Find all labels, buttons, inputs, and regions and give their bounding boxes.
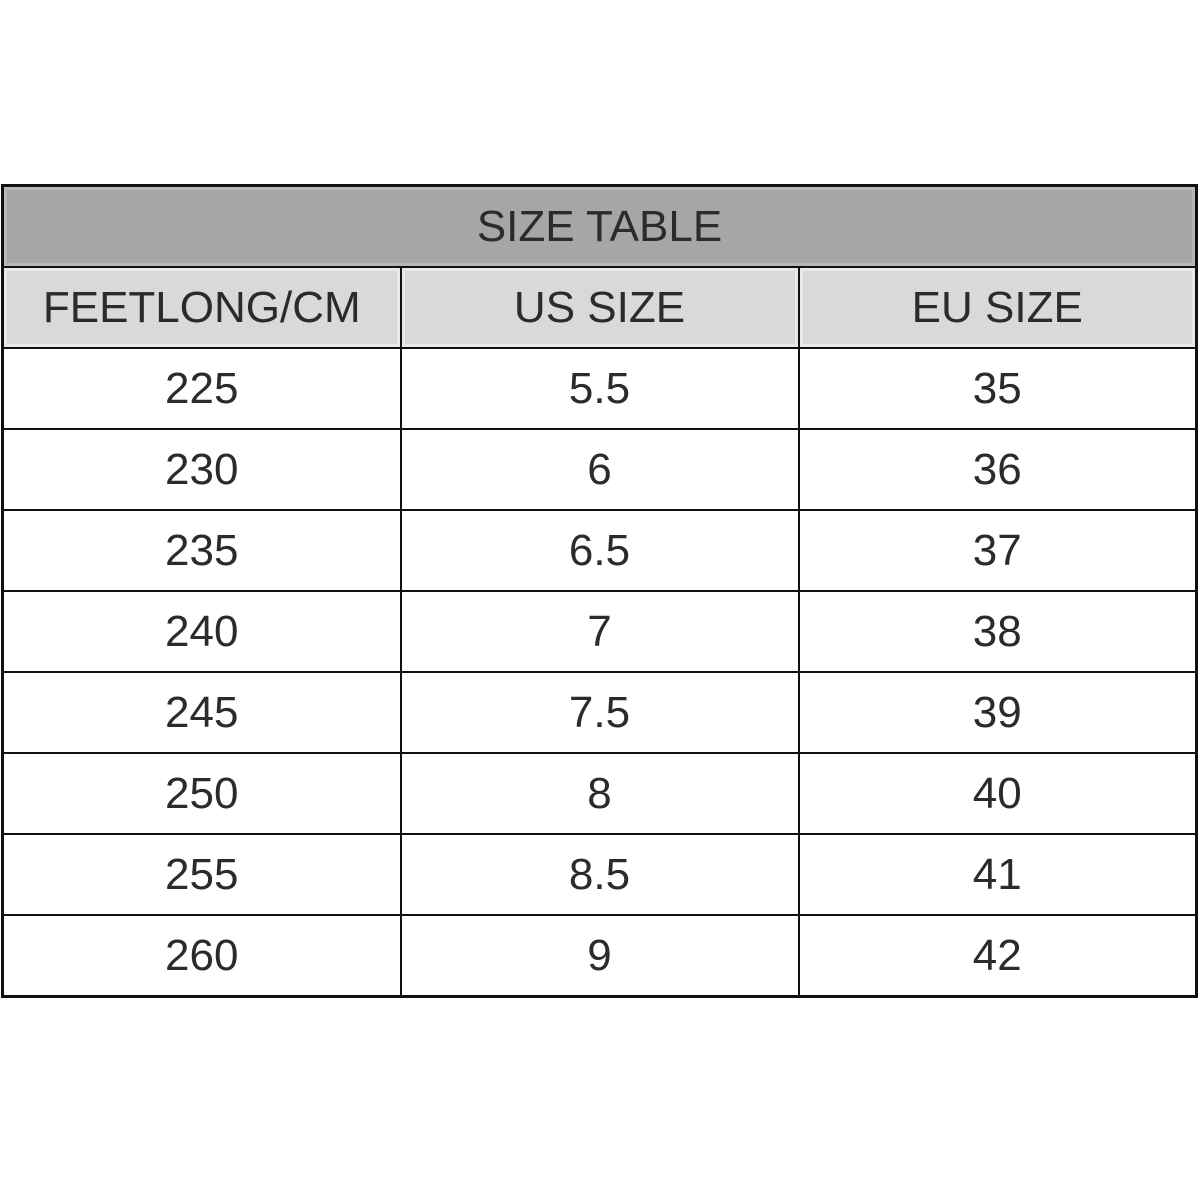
cell-eu-size: 37 <box>797 509 1198 592</box>
cell-feetlong: 235 <box>1 509 402 592</box>
cell-us-size: 9 <box>399 914 800 998</box>
cell-us-size: 8.5 <box>399 833 800 916</box>
table-row: 260 9 42 <box>1 914 1198 998</box>
table-row: 250 8 40 <box>1 752 1198 835</box>
table-title: SIZE TABLE <box>1 184 1198 268</box>
cell-us-size: 6.5 <box>399 509 800 592</box>
cell-eu-size: 40 <box>797 752 1198 835</box>
cell-feetlong: 255 <box>1 833 402 916</box>
table-row: 235 6.5 37 <box>1 509 1198 592</box>
column-header-us-size: US SIZE <box>399 266 800 349</box>
cell-eu-size: 38 <box>797 590 1198 673</box>
cell-eu-size: 35 <box>797 347 1198 430</box>
cell-us-size: 7.5 <box>399 671 800 754</box>
cell-eu-size: 42 <box>797 914 1198 998</box>
table-row: 240 7 38 <box>1 590 1198 673</box>
cell-eu-size: 36 <box>797 428 1198 511</box>
cell-feetlong: 230 <box>1 428 402 511</box>
cell-feetlong: 225 <box>1 347 402 430</box>
column-header-feetlong: FEETLONG/CM <box>1 266 402 349</box>
cell-feetlong: 250 <box>1 752 402 835</box>
table-row: 230 6 36 <box>1 428 1198 511</box>
cell-us-size: 7 <box>399 590 800 673</box>
table-row: 245 7.5 39 <box>1 671 1198 754</box>
cell-feetlong: 260 <box>1 914 402 998</box>
size-table: SIZE TABLE FEETLONG/CM US SIZE EU SIZE 2… <box>1 184 1198 998</box>
cell-feetlong: 245 <box>1 671 402 754</box>
cell-feetlong: 240 <box>1 590 402 673</box>
cell-eu-size: 41 <box>797 833 1198 916</box>
table-row: 225 5.5 35 <box>1 347 1198 430</box>
cell-eu-size: 39 <box>797 671 1198 754</box>
column-header-eu-size: EU SIZE <box>797 266 1198 349</box>
table-row: 255 8.5 41 <box>1 833 1198 916</box>
cell-us-size: 5.5 <box>399 347 800 430</box>
cell-us-size: 6 <box>399 428 800 511</box>
header-row: FEETLONG/CM US SIZE EU SIZE <box>1 266 1198 349</box>
cell-us-size: 8 <box>399 752 800 835</box>
